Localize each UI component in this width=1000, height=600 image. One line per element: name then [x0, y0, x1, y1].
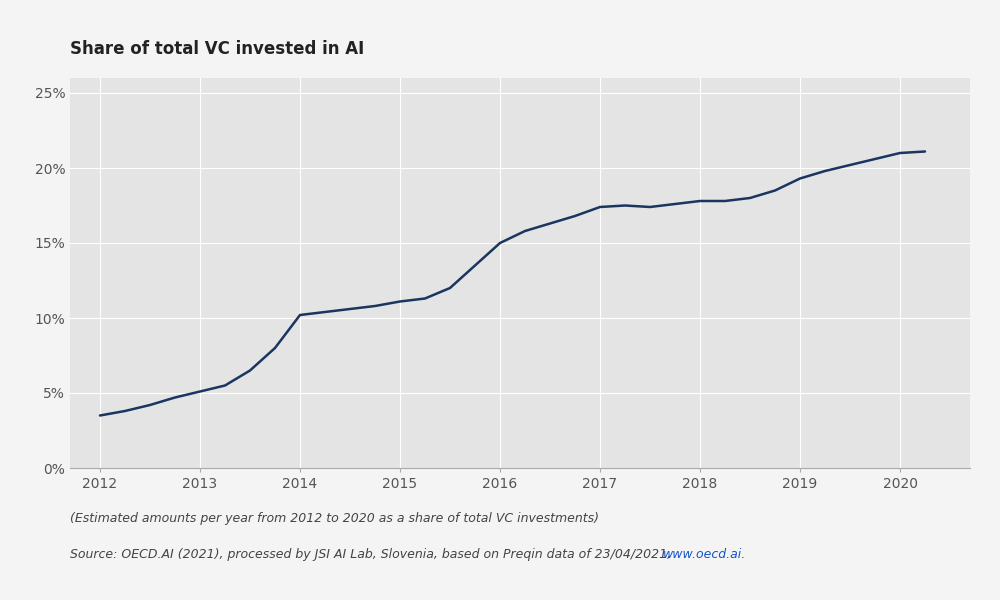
Text: www.oecd.ai.: www.oecd.ai. — [663, 548, 746, 561]
Text: Share of total VC invested in AI: Share of total VC invested in AI — [70, 40, 364, 58]
Text: Source: OECD.AI (2021), processed by JSI AI Lab, Slovenia, based on Preqin data : Source: OECD.AI (2021), processed by JSI… — [70, 548, 675, 561]
Text: (Estimated amounts per year from 2012 to 2020 as a share of total VC investments: (Estimated amounts per year from 2012 to… — [70, 512, 599, 525]
